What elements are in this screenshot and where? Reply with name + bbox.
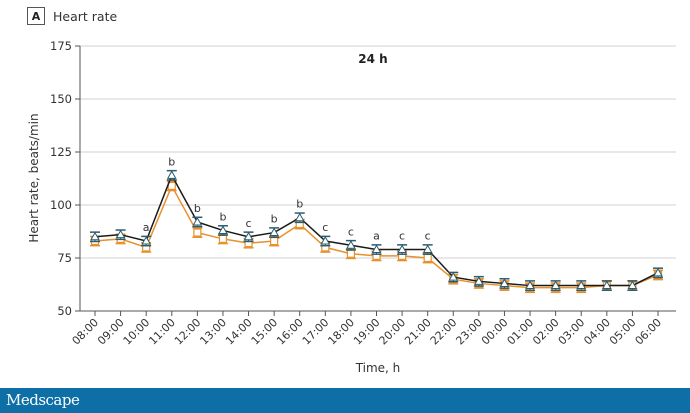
x-tick-label: 04:00 xyxy=(581,316,613,348)
x-tick-label: 18:00 xyxy=(325,316,357,348)
data-point-triangle xyxy=(90,231,100,241)
annotations: a b b b c b b c c a c c xyxy=(143,155,431,242)
x-tick-label: 08:00 xyxy=(70,316,102,348)
heart-rate-chart: 50 75 100 125 150 175 08:0009:0010:0011:0012:… xyxy=(27,39,676,375)
significance-label: b xyxy=(194,202,201,215)
data-point-triangle xyxy=(371,244,382,254)
x-tick-label: 03:00 xyxy=(556,316,588,348)
data-point-triangle xyxy=(294,212,305,222)
data-point-square xyxy=(346,249,356,258)
significance-label: a xyxy=(373,230,380,243)
data-point-triangle xyxy=(192,216,203,226)
x-tick-label: 22:00 xyxy=(428,316,460,348)
x-tick-label: 11:00 xyxy=(146,316,178,348)
x-tick-label: 12:00 xyxy=(172,316,204,348)
x-tick-label: 16:00 xyxy=(274,316,306,348)
x-tick-label: 05:00 xyxy=(607,316,639,348)
data-point-triangle xyxy=(627,280,638,290)
significance-label: c xyxy=(348,225,354,238)
data-point-triangle xyxy=(576,280,587,290)
data-point-triangle xyxy=(320,236,331,245)
data-point-triangle xyxy=(346,240,356,249)
data-point-square xyxy=(423,253,432,263)
panel-title: Heart rate xyxy=(53,8,118,24)
x-tick-label: 09:00 xyxy=(95,316,127,348)
x-ticks: 08:0009:0010:0011:0012:0013:0014:0015:00… xyxy=(70,311,665,348)
x-tick-label: 15:00 xyxy=(249,316,281,348)
axes xyxy=(79,46,676,312)
data-point-triangle xyxy=(269,227,279,237)
y-tick-label: 125 xyxy=(50,145,72,159)
significance-label: b xyxy=(219,210,226,223)
data-point-triangle xyxy=(474,276,484,285)
series-group xyxy=(90,169,663,294)
significance-label: a xyxy=(143,221,150,234)
y-tick-label: 50 xyxy=(57,304,72,318)
panel-header: A Heart rate xyxy=(27,7,117,25)
data-point-triangle xyxy=(243,231,254,241)
x-tick-label: 02:00 xyxy=(530,316,562,348)
data-point-triangle xyxy=(499,278,510,287)
data-point-triangle xyxy=(525,280,535,290)
data-point-triangle xyxy=(397,244,407,254)
chart-title: 24 h xyxy=(358,52,387,66)
x-tick-label: 20:00 xyxy=(377,316,409,348)
significance-label: b xyxy=(296,198,303,211)
x-tick-label: 01:00 xyxy=(505,316,537,348)
data-point-square xyxy=(218,234,228,244)
data-point-triangle xyxy=(141,236,152,245)
y-ticks: 50 75 100 125 150 175 xyxy=(50,39,80,318)
y-tick-label: 75 xyxy=(57,251,72,265)
significance-label: c xyxy=(399,230,405,243)
x-axis-label: Time, h xyxy=(355,361,401,375)
x-tick-label: 06:00 xyxy=(633,316,665,348)
y-tick-label: 150 xyxy=(50,92,72,106)
data-point-triangle xyxy=(422,244,433,254)
x-tick-label: 21:00 xyxy=(402,316,434,348)
x-tick-label: 23:00 xyxy=(453,316,485,348)
significance-label: b xyxy=(271,213,278,226)
y-axis-label: Heart rate, beats/min xyxy=(27,113,41,242)
x-tick-label: 17:00 xyxy=(300,316,332,348)
panel-letter: A xyxy=(27,7,45,25)
data-point-triangle xyxy=(218,225,228,234)
medscape-logo: Medscape xyxy=(6,391,80,409)
x-tick-label: 00:00 xyxy=(479,316,511,348)
y-tick-label: 100 xyxy=(50,198,72,212)
y-tick-label: 175 xyxy=(50,39,72,53)
x-tick-label: 13:00 xyxy=(197,316,229,348)
data-point-square xyxy=(270,236,279,246)
grid-lines xyxy=(80,45,676,259)
x-tick-label: 19:00 xyxy=(351,316,383,348)
data-point-triangle xyxy=(115,229,126,239)
significance-label: b xyxy=(168,155,175,168)
data-point-triangle xyxy=(653,267,663,277)
significance-label: c xyxy=(425,230,431,243)
data-point-triangle xyxy=(448,272,459,281)
x-tick-label: 14:00 xyxy=(223,316,255,348)
significance-label: c xyxy=(322,221,328,234)
footer-bar: Medscape xyxy=(0,388,690,413)
significance-label: c xyxy=(246,217,252,230)
data-point-square xyxy=(193,228,202,237)
data-point-triangle xyxy=(601,280,612,290)
data-point-triangle xyxy=(166,170,177,179)
x-tick-label: 10:00 xyxy=(121,316,153,348)
data-point-triangle xyxy=(550,280,561,290)
